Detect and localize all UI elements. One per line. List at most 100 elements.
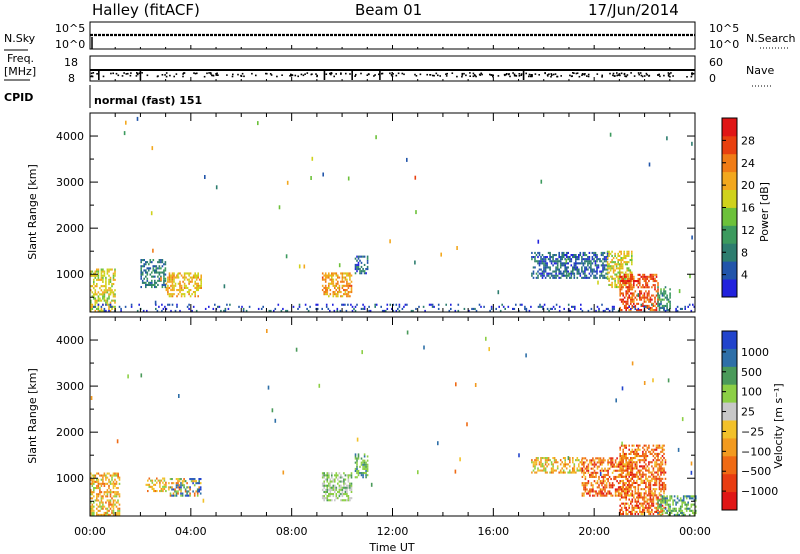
data-cell <box>558 254 560 257</box>
data-cell <box>601 475 603 478</box>
data-cell <box>114 268 116 271</box>
data-cell <box>356 270 358 273</box>
data-cell <box>91 503 94 506</box>
data-cell <box>646 486 649 489</box>
data-cell <box>622 469 624 472</box>
data-cell <box>151 279 153 282</box>
data-cell <box>593 465 596 468</box>
nave-point <box>193 72 195 74</box>
data-cell <box>158 265 161 268</box>
data-cell <box>433 305 435 308</box>
data-cell <box>575 266 577 269</box>
data-cell <box>106 303 109 306</box>
data-cell <box>642 467 644 470</box>
data-cell <box>608 283 610 286</box>
data-cell <box>428 303 431 306</box>
data-cell <box>180 494 182 497</box>
data-cell <box>90 396 93 400</box>
data-cell <box>631 467 634 470</box>
data-cell <box>617 494 620 497</box>
data-cell <box>140 259 142 262</box>
data-cell <box>538 469 541 472</box>
nave-point <box>551 74 553 76</box>
data-cell <box>363 461 366 464</box>
data-cell <box>347 284 350 287</box>
data-cell <box>96 487 98 490</box>
nave-point <box>216 72 218 75</box>
data-cell <box>215 185 218 190</box>
data-cell <box>111 289 113 292</box>
data-cell <box>605 256 607 259</box>
data-cell <box>344 293 347 296</box>
data-cell <box>270 309 272 312</box>
data-cell <box>654 457 656 460</box>
data-cell <box>643 455 646 458</box>
data-cell <box>657 507 659 510</box>
data-cell <box>609 275 612 278</box>
data-cell <box>608 252 610 255</box>
data-cell <box>633 479 635 482</box>
data-cell <box>140 261 142 264</box>
colorbar-swatch <box>722 171 737 190</box>
data-cell <box>675 507 677 510</box>
data-cell <box>602 274 604 277</box>
data-cell <box>546 266 548 269</box>
data-cell <box>546 262 548 265</box>
data-cell <box>386 307 389 310</box>
data-cell <box>553 469 556 472</box>
data-cell <box>130 303 133 306</box>
data-cell <box>558 256 560 259</box>
nave-point <box>672 75 674 77</box>
data-cell <box>574 307 576 310</box>
nave-point <box>692 72 695 75</box>
data-cell <box>543 260 545 263</box>
data-cell <box>91 285 94 288</box>
data-cell <box>620 300 623 303</box>
data-cell <box>159 479 161 482</box>
data-cell <box>565 268 568 271</box>
data-cell <box>626 457 629 460</box>
data-cell <box>611 281 613 284</box>
data-cell <box>565 463 568 466</box>
data-cell <box>685 509 688 512</box>
data-cell <box>538 251 541 254</box>
data-cell <box>360 463 363 466</box>
data-cell <box>623 254 625 257</box>
data-cell <box>655 465 658 468</box>
data-cell <box>544 457 547 460</box>
data-cell <box>660 467 662 470</box>
data-cell <box>608 309 611 312</box>
data-cell <box>183 272 186 275</box>
data-cell <box>534 465 536 468</box>
data-cell <box>601 492 603 495</box>
data-cell <box>631 271 633 274</box>
nave-point <box>569 74 571 77</box>
data-cell <box>338 476 341 479</box>
data-cell <box>649 475 652 478</box>
data-cell <box>602 268 604 271</box>
data-cell <box>646 284 649 287</box>
data-cell <box>642 273 644 276</box>
data-cell <box>575 258 577 261</box>
data-cell <box>96 497 98 500</box>
data-cell <box>350 497 353 500</box>
data-cell <box>559 469 562 472</box>
data-cell <box>596 276 598 279</box>
data-cell <box>349 274 351 277</box>
data-cell <box>357 257 360 260</box>
nave-point <box>289 75 291 77</box>
data-cell <box>564 254 566 257</box>
data-cell <box>366 474 369 477</box>
data-cell <box>651 504 653 507</box>
data-cell <box>622 452 624 455</box>
data-cell <box>177 484 179 487</box>
data-cell <box>109 507 112 510</box>
nave-point <box>586 75 588 77</box>
data-cell <box>331 278 333 281</box>
data-cell <box>346 486 348 489</box>
data-cell <box>175 486 178 489</box>
data-cell <box>365 472 367 475</box>
data-cell <box>624 257 627 260</box>
nave-point <box>630 72 632 74</box>
